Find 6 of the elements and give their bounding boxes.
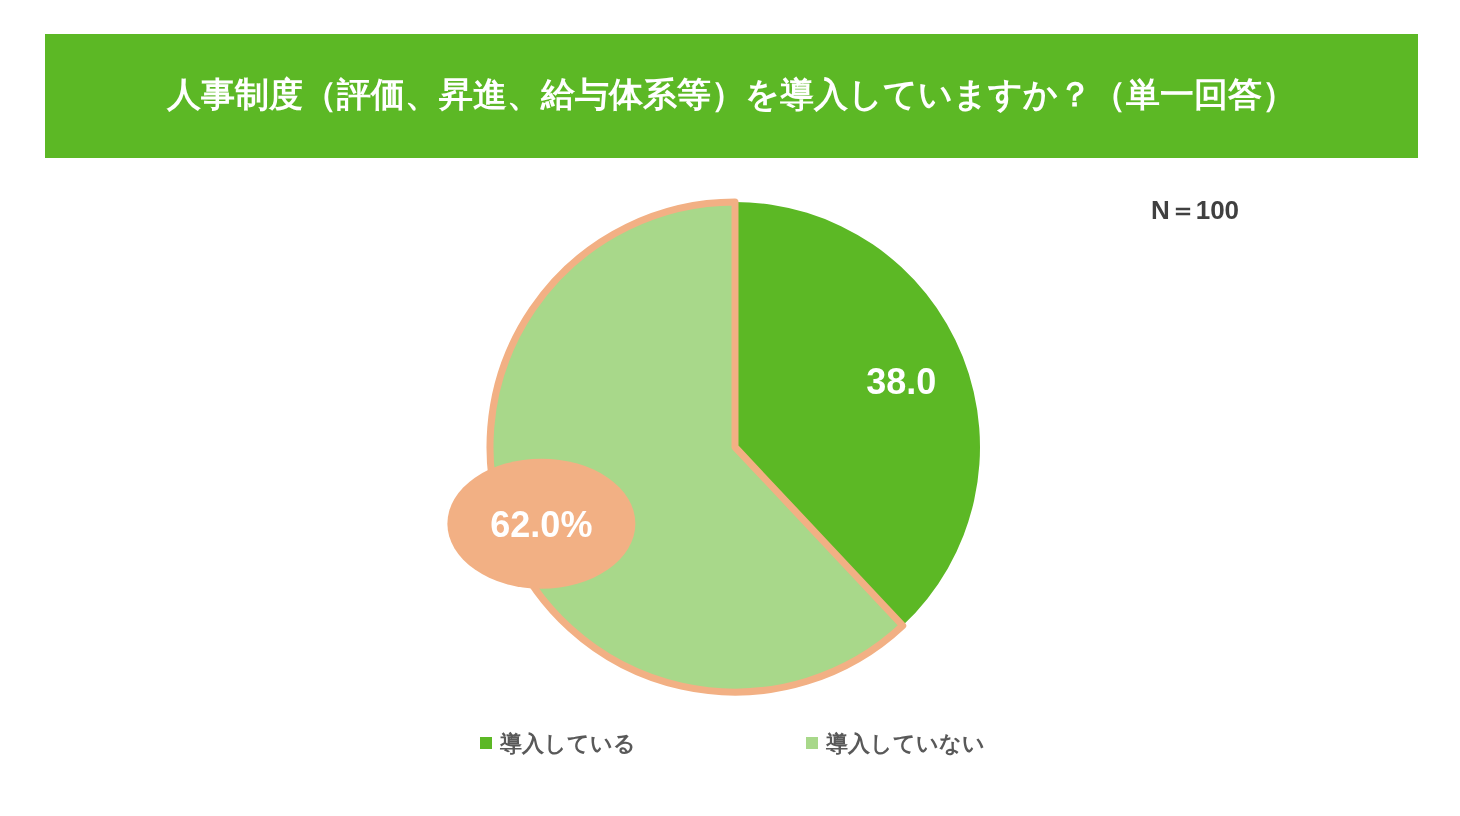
data-label: 38.0 <box>866 361 937 403</box>
text: N＝100 <box>1150 195 1240 225</box>
legend-label: 導入している <box>499 731 636 756</box>
legend-label: 導入していない <box>825 731 985 756</box>
chart-title: 人事制度（評価、昇進、給与体系等）を導入していますか？（単一回答） <box>165 75 1296 113</box>
data-label: 62.0% <box>490 503 593 545</box>
